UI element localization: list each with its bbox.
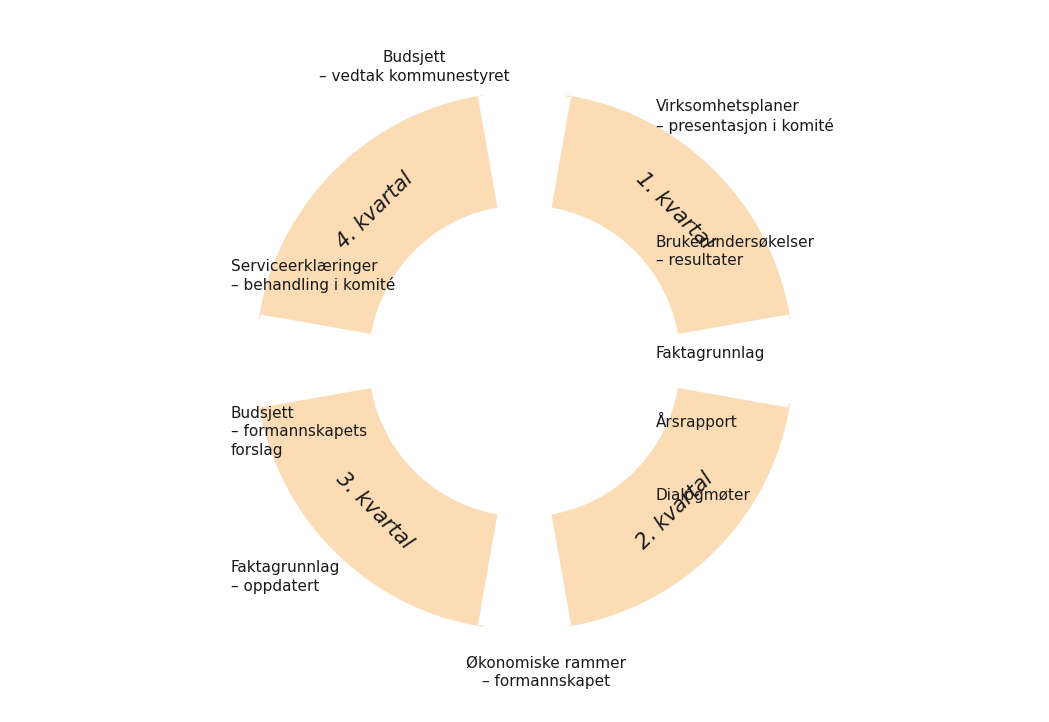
- Text: 2. kvartal: 2. kvartal: [633, 469, 716, 553]
- Polygon shape: [678, 314, 790, 412]
- Text: Årsrapport: Årsrapport: [656, 412, 737, 430]
- Polygon shape: [259, 95, 500, 336]
- Polygon shape: [549, 95, 790, 336]
- Text: Budsjett
– vedtak kommunestyret: Budsjett – vedtak kommunestyret: [320, 51, 510, 84]
- Polygon shape: [549, 386, 790, 627]
- Text: Brukerundersøkelser
– resultater: Brukerundersøkelser – resultater: [656, 235, 814, 268]
- Text: 1. kvartal: 1. kvartal: [633, 169, 716, 253]
- Text: Budsjett
– formannskapets
forslag: Budsjett – formannskapets forslag: [231, 406, 367, 458]
- Text: Faktagrunnlag
– oppdatert: Faktagrunnlag – oppdatert: [231, 560, 340, 593]
- Text: 3. kvartal: 3. kvartal: [333, 469, 416, 553]
- Text: Serviceerklæringer
– behandling i komité: Serviceerklæringer – behandling i komité: [231, 258, 395, 293]
- Text: Virksomhetsplaner
– presentasjon i komité: Virksomhetsplaner – presentasjon i komit…: [656, 99, 833, 134]
- Text: Dialogmøter: Dialogmøter: [656, 488, 750, 503]
- Polygon shape: [473, 514, 572, 626]
- Text: Faktagrunnlag: Faktagrunnlag: [656, 347, 765, 362]
- Polygon shape: [477, 96, 576, 208]
- Polygon shape: [259, 310, 371, 408]
- Polygon shape: [259, 386, 500, 627]
- Text: 4. kvartal: 4. kvartal: [333, 169, 416, 253]
- Text: Økonomiske rammer
– formannskapet: Økonomiske rammer – formannskapet: [466, 656, 626, 690]
